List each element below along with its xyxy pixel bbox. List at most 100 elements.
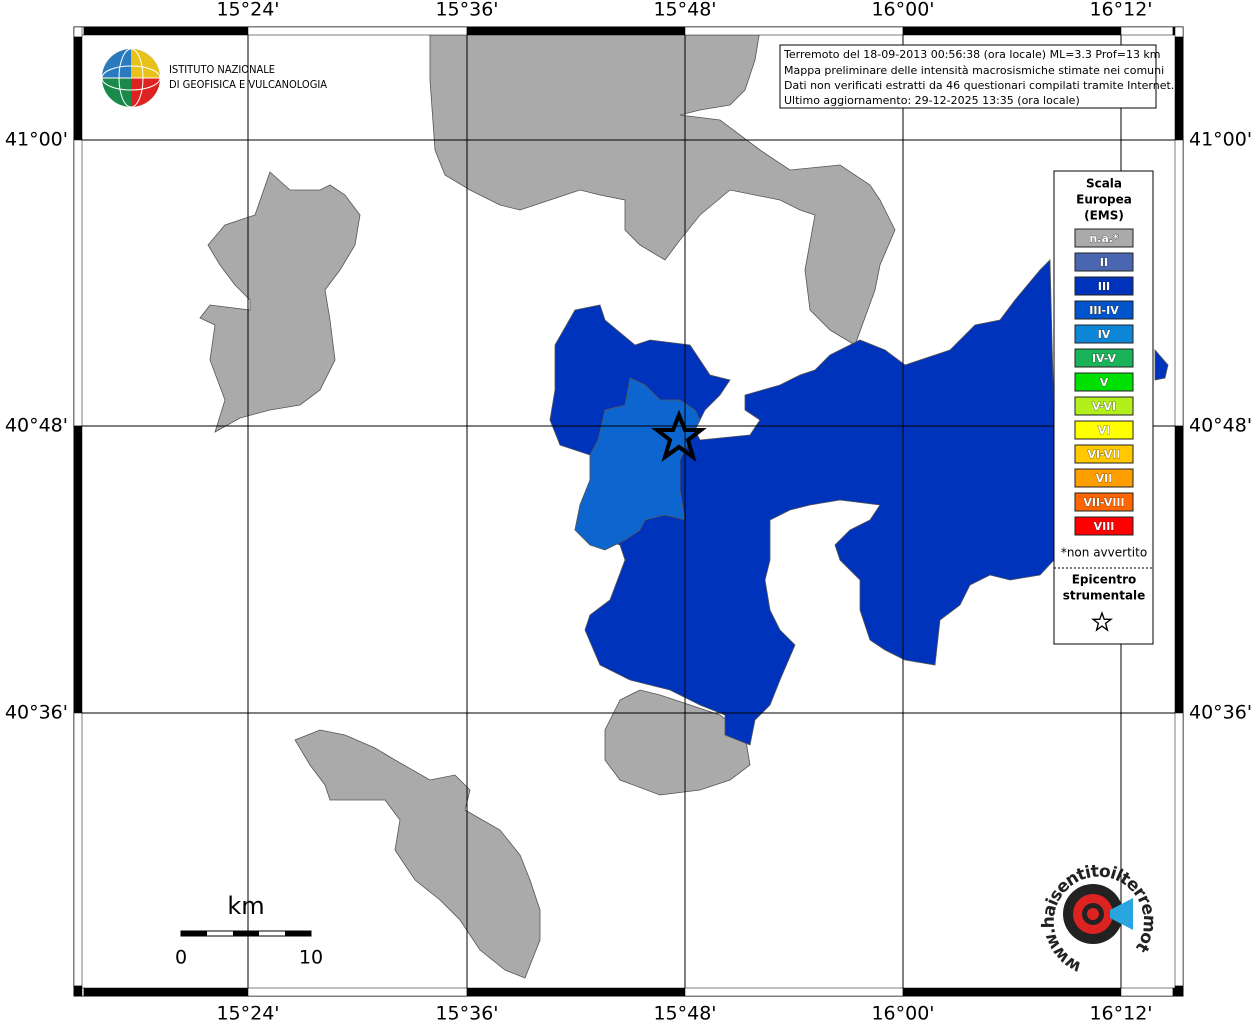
frame-segment	[1174, 26, 1184, 38]
legend-swatch	[1074, 468, 1134, 488]
info-box: Terremoto del 18-09-2013 00:56:38 (ora l…	[779, 44, 1174, 109]
info-line: Ultimo aggiornamento: 29-12-2025 13:35 (…	[784, 94, 1080, 107]
legend-title: Scala	[1086, 177, 1122, 191]
y-label: 40°36'	[5, 702, 68, 724]
legend-epicenter: Epicentro	[1072, 573, 1137, 587]
x-label: 15°36'	[435, 1003, 498, 1025]
y-label: 40°48'	[5, 415, 68, 437]
frame-segment	[684, 26, 904, 36]
scale-label: 0	[175, 947, 187, 969]
region-na	[429, 29, 896, 346]
logo-grid	[101, 48, 161, 108]
frame-segment	[83, 987, 249, 997]
legend-swatch	[1074, 228, 1134, 248]
legend-label: III	[1098, 280, 1110, 293]
logo-sector	[102, 49, 131, 78]
legend-swatch	[1074, 348, 1134, 368]
y-label: 40°48'	[1189, 415, 1252, 437]
frame-segment	[73, 712, 83, 987]
frame-segment	[1174, 712, 1184, 987]
legend-frame	[1053, 170, 1154, 645]
scale-bar: km 0 10	[175, 892, 323, 969]
frame-segment	[73, 26, 83, 38]
region-iv	[574, 377, 701, 551]
legend-label: VII-VIII	[1083, 496, 1124, 509]
region-na	[199, 171, 361, 433]
frame-segment	[1174, 425, 1184, 714]
region-iii	[549, 259, 1055, 746]
region-na	[294, 729, 541, 979]
legend-swatch	[1074, 372, 1134, 392]
frame-segment	[247, 987, 468, 997]
frame-segment	[73, 425, 83, 714]
legend-label: VI	[1098, 424, 1111, 437]
scale-label: 10	[299, 947, 323, 969]
logo-text: DI GEOFISICA E VULCANOLOGIA	[169, 78, 327, 91]
legend-label: V	[1100, 376, 1109, 389]
legend-label: VII	[1096, 472, 1113, 485]
frame	[73, 26, 1184, 997]
y-label: 40°36'	[1189, 702, 1252, 724]
legend-epicenter: strumentale	[1063, 589, 1146, 603]
frame-segment	[466, 26, 686, 36]
legend-label: VIII	[1094, 520, 1115, 533]
x-label: 15°48'	[653, 1003, 716, 1025]
region-na	[604, 689, 751, 796]
scale-unit: km	[227, 892, 264, 920]
frame-segment	[73, 985, 83, 997]
y-label: 41°00'	[5, 129, 68, 151]
legend-label: IV	[1098, 328, 1111, 341]
legend-swatch	[1074, 396, 1134, 416]
legend-star	[1090, 610, 1114, 632]
scale-bar-seg	[181, 931, 207, 936]
y-label: 41°00'	[1189, 129, 1252, 151]
frame-segment	[247, 26, 468, 36]
x-label: 15°24'	[216, 0, 279, 21]
axis-labels: 15°24' 15°36' 15°48' 16°00' 16°12' 15°24…	[5, 0, 1252, 1025]
frame-segment	[1174, 36, 1184, 141]
info-line: Terremoto del 18-09-2013 00:56:38 (ora l…	[783, 48, 1161, 61]
regions	[199, 29, 1169, 979]
legend: Scala Europea (EMS) *non avvertito Epice…	[1053, 170, 1154, 645]
legend-swatch	[1074, 324, 1134, 344]
scale-bar-seg	[233, 931, 259, 936]
frame-segment	[902, 987, 1122, 997]
frame-segment	[1174, 985, 1184, 997]
x-label: 16°12'	[1089, 1003, 1152, 1025]
x-label: 16°00'	[871, 1003, 934, 1025]
frame-segment	[1120, 987, 1174, 997]
frame-segment	[1120, 26, 1174, 36]
frame-segment	[73, 139, 83, 427]
frame-segment	[83, 26, 249, 36]
logo-target	[1087, 908, 1099, 920]
legend-label: n.a.*	[1089, 232, 1119, 245]
legend-swatch	[1074, 252, 1134, 272]
legend-label: IV-V	[1092, 352, 1117, 365]
info-frame	[779, 44, 1157, 109]
legend-swatch	[1074, 420, 1134, 440]
frame-segment	[684, 987, 904, 997]
logo-text: ISTITUTO NAZIONALE	[169, 63, 275, 76]
logo-sector	[131, 49, 160, 78]
region-iii	[1154, 348, 1169, 381]
x-label: 15°48'	[653, 0, 716, 21]
ingv-logo: ISTITUTO NAZIONALE DI GEOFISICA E VULCAN…	[101, 48, 327, 108]
frame-segment	[1174, 139, 1184, 427]
x-label: 16°12'	[1089, 0, 1152, 21]
legend-swatch	[1074, 516, 1134, 536]
frame-segment	[73, 36, 83, 141]
x-label: 16°00'	[871, 0, 934, 21]
legend-title: (EMS)	[1084, 209, 1124, 223]
info-line: Mappa preliminare delle intensità macros…	[784, 64, 1164, 77]
info-line: Dati non verificati estratti da 46 quest…	[784, 79, 1174, 92]
logo-horn	[1110, 898, 1133, 930]
legend-label: III-IV	[1089, 304, 1119, 317]
legend-label: VI-VII	[1087, 448, 1120, 461]
logo-sector	[131, 78, 160, 107]
legend-swatch	[1074, 444, 1134, 464]
legend-swatch	[1074, 300, 1134, 320]
legend-swatch	[1074, 492, 1134, 512]
legend-label: V-VI	[1092, 400, 1116, 413]
frame-segment	[466, 987, 686, 997]
